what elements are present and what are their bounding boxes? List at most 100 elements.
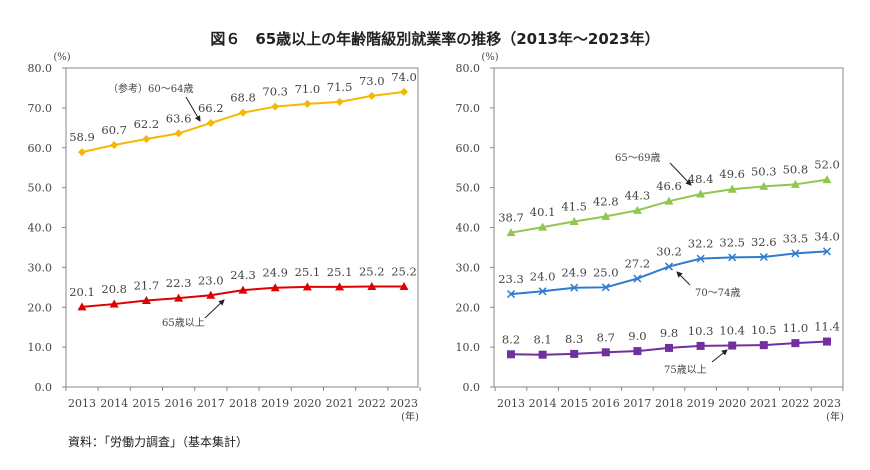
x-tick-label: 2015 <box>132 397 160 410</box>
x-tick-label: 2016 <box>165 397 193 410</box>
x-tick-label: 2017 <box>623 397 651 410</box>
data-label: 10.4 <box>719 324 745 338</box>
data-point-triangle <box>790 179 800 188</box>
y-tick-label: 10.0 <box>28 341 53 354</box>
data-label: 50.3 <box>751 164 777 178</box>
data-label: 32.2 <box>688 237 714 251</box>
data-label: 70.3 <box>262 85 288 99</box>
y-unit-label: (%) <box>53 52 70 63</box>
x-tick-label: 2016 <box>592 397 620 410</box>
annotation-arrow <box>711 349 728 363</box>
data-point-square <box>759 341 768 350</box>
data-point-triangle <box>174 293 184 302</box>
data-point-x <box>728 253 737 262</box>
x-tick-label: 2020 <box>718 397 746 410</box>
data-label: 62.2 <box>134 117 160 131</box>
series-annotation: 70～74歳 <box>695 287 740 299</box>
data-point-diamond <box>110 140 119 149</box>
data-point-diamond <box>400 87 408 96</box>
data-point-diamond <box>142 134 151 143</box>
data-label: 32.5 <box>719 235 745 249</box>
data-label: 32.6 <box>751 235 777 249</box>
data-point-diamond <box>206 119 215 128</box>
data-label: 40.1 <box>530 205 556 219</box>
data-label: 58.9 <box>69 130 95 144</box>
data-label: 66.2 <box>198 101 224 115</box>
y-tick-label: 30.0 <box>28 261 53 274</box>
x-tick-label: 2013 <box>497 397 525 410</box>
data-point-diamond <box>367 91 376 100</box>
y-tick-label: 50.0 <box>456 182 481 195</box>
x-tick-label: 2018 <box>655 397 683 410</box>
data-label: 52.0 <box>814 158 840 172</box>
data-point-triangle <box>77 302 87 311</box>
y-tick-label: 20.0 <box>28 301 53 314</box>
data-point-square <box>823 337 831 346</box>
data-label: 42.8 <box>593 194 619 208</box>
data-point-diamond <box>271 102 280 111</box>
series-annotation: 75歳以上 <box>664 364 707 376</box>
data-label: 21.7 <box>134 278 160 292</box>
data-label: 8.1 <box>533 333 551 347</box>
data-label: 23.0 <box>198 273 224 287</box>
data-point-diamond <box>335 97 344 106</box>
data-label: 11.0 <box>783 321 809 335</box>
data-label: 41.5 <box>561 200 587 214</box>
data-point-triangle <box>109 299 119 308</box>
data-label: 10.3 <box>688 324 714 338</box>
data-label: 25.2 <box>391 265 417 279</box>
data-label: 68.8 <box>230 91 256 105</box>
data-label: 25.2 <box>359 265 385 279</box>
x-tick-label: 2021 <box>750 397 778 410</box>
y-tick-label: 30.0 <box>456 261 481 274</box>
y-tick-label: 40.0 <box>456 222 481 235</box>
x-tick-label: 2014 <box>100 397 128 410</box>
data-label: 34.0 <box>814 229 840 243</box>
data-label: 71.5 <box>327 80 353 94</box>
y-tick-label: 20.0 <box>456 301 481 314</box>
data-point-square <box>507 350 515 359</box>
y-unit-label: (%) <box>481 52 498 63</box>
y-tick-label: 70.0 <box>28 102 53 115</box>
plot-frame <box>65 67 419 388</box>
x-tick-label: 2014 <box>529 397 557 410</box>
data-label: 20.1 <box>69 285 95 299</box>
data-point-diamond <box>303 99 312 108</box>
data-point-square <box>601 348 610 357</box>
data-point-square <box>728 341 737 350</box>
data-label: 25.1 <box>295 265 321 279</box>
series-annotation: （参考）60～64歳 <box>108 82 193 95</box>
data-point-triangle <box>538 222 548 231</box>
data-point-triangle <box>822 175 832 184</box>
y-tick-label: 0.0 <box>35 381 53 394</box>
data-point-diamond <box>174 129 183 138</box>
data-point-triangle <box>727 184 737 193</box>
data-point-x <box>633 274 642 283</box>
chart-title: 図６ 65歳以上の年齢階級別就業率の推移（2013年～2023年） <box>210 30 660 48</box>
y-tick-label: 50.0 <box>28 182 53 195</box>
data-label: 24.9 <box>262 266 288 280</box>
series-annotation: 65～69歳 <box>615 152 660 164</box>
data-label: 63.6 <box>166 111 192 125</box>
data-label: 24.3 <box>230 268 256 282</box>
annotation-arrow <box>185 96 201 122</box>
annotation-arrow <box>676 271 691 286</box>
y-tick-label: 80.0 <box>456 62 481 75</box>
y-tick-label: 60.0 <box>456 142 481 155</box>
y-tick-label: 70.0 <box>456 102 481 115</box>
data-point-triangle <box>270 283 280 292</box>
data-point-triangle <box>664 196 674 205</box>
data-point-x <box>538 287 547 296</box>
data-point-triangle <box>141 295 151 304</box>
data-point-triangle <box>569 217 579 226</box>
data-point-diamond <box>78 148 86 157</box>
data-point-triangle <box>302 282 312 291</box>
data-label: 71.0 <box>295 82 321 96</box>
data-point-x <box>601 283 610 292</box>
data-label: 74.0 <box>391 70 417 84</box>
data-point-square <box>570 349 579 358</box>
data-point-square <box>665 343 673 352</box>
data-label: 24.0 <box>530 269 556 283</box>
x-tick-label: 2021 <box>326 397 354 410</box>
